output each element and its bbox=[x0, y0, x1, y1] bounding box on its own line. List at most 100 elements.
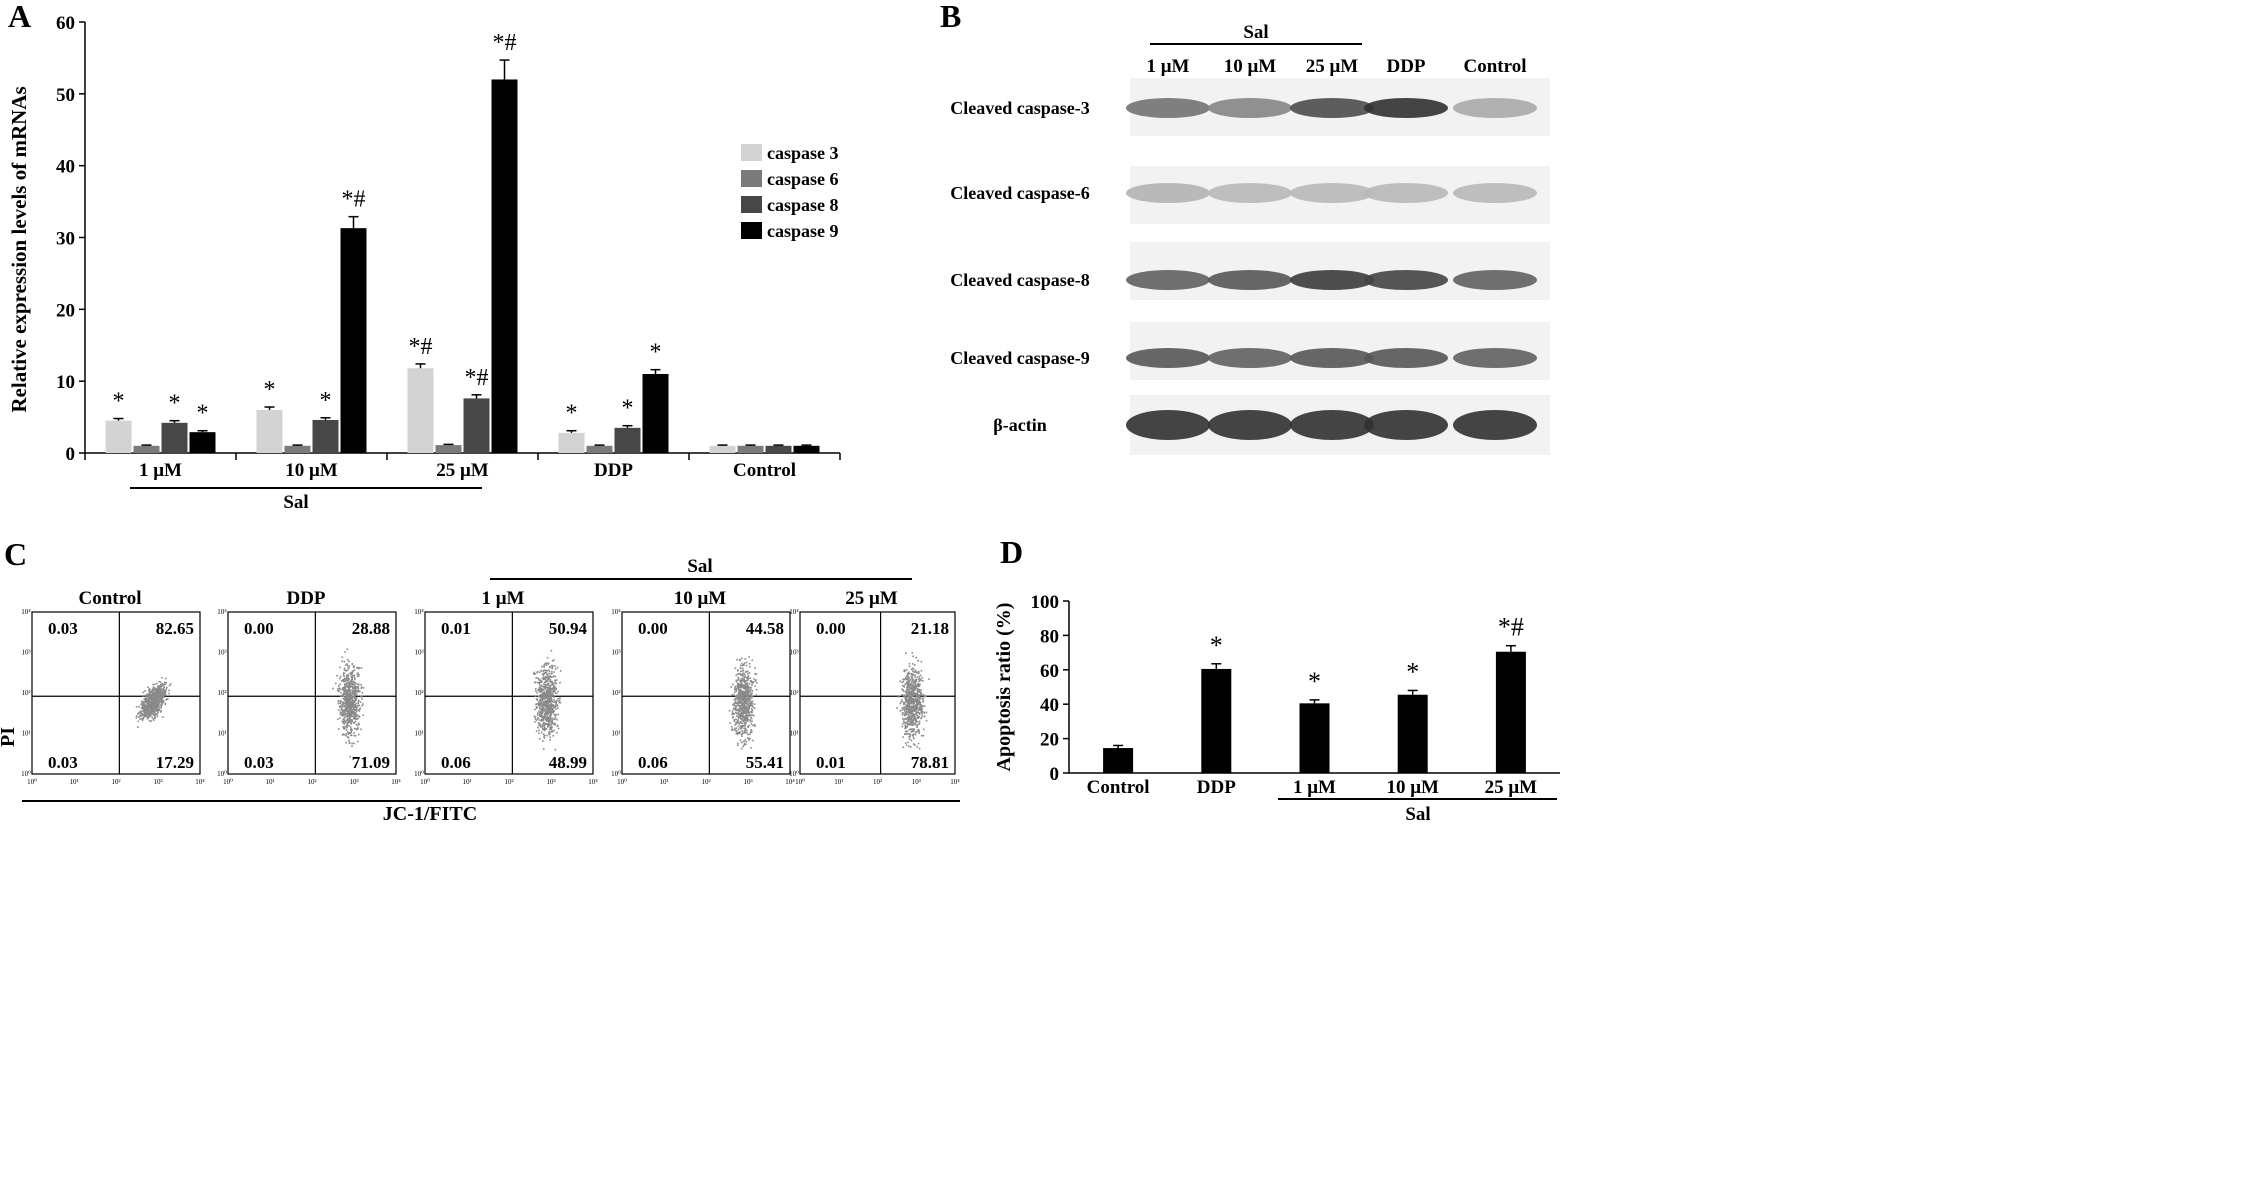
c-y-tick-label: 10³ bbox=[789, 649, 798, 657]
a-significance-mark: * bbox=[113, 389, 125, 415]
a-bar bbox=[340, 228, 367, 453]
c-y-tick-label: 10³ bbox=[414, 649, 423, 657]
c-x-tick-label: 10² bbox=[873, 778, 882, 786]
b-lane-label: Control bbox=[1464, 56, 1527, 77]
a-category-label: DDP bbox=[594, 460, 633, 481]
c-x-tick-label: 10⁴ bbox=[195, 778, 205, 786]
c-plot-title: 10 μM bbox=[674, 588, 727, 609]
a-significance-mark: *# bbox=[409, 334, 433, 360]
b-band bbox=[1364, 270, 1448, 290]
c-plot-title: 25 μM bbox=[845, 588, 898, 609]
c-y-tick-label: 10² bbox=[414, 689, 423, 697]
a-significance-mark: *# bbox=[493, 30, 517, 56]
b-band bbox=[1290, 98, 1374, 118]
b-band-label: Cleaved caspase-3 bbox=[950, 98, 1089, 118]
d-bar bbox=[1495, 651, 1526, 773]
c-y-tick-label: 10¹ bbox=[217, 730, 226, 738]
c-scatter-dots bbox=[896, 652, 930, 750]
a-bar bbox=[312, 419, 339, 453]
c-y-tick-label: 10⁴ bbox=[789, 608, 799, 616]
c-x-tick-label: 10¹ bbox=[265, 778, 274, 786]
c-quadrant-ur: 21.18 bbox=[911, 619, 949, 638]
a-bar bbox=[161, 422, 188, 453]
c-y-tick-label: 10⁴ bbox=[414, 608, 424, 616]
b-lane-label: 25 μM bbox=[1306, 56, 1359, 77]
b-band-label: Cleaved caspase-8 bbox=[950, 270, 1089, 290]
b-band bbox=[1290, 183, 1374, 203]
c-x-tick-label: 10⁰ bbox=[420, 778, 430, 786]
a-y-tick-label: 30 bbox=[56, 229, 75, 250]
a-y-tick-label: 50 bbox=[56, 85, 75, 106]
a-y-tick-label: 0 bbox=[66, 444, 76, 465]
a-bar bbox=[491, 79, 518, 453]
c-quadrant-ur: 44.58 bbox=[746, 619, 784, 638]
c-x-tick-label: 10³ bbox=[546, 778, 555, 786]
western-blot: Sal 1 μM 10 μM 25 μM DDP Control Cleaved caspa… bbox=[950, 22, 1550, 455]
b-band-label: Cleaved caspase-9 bbox=[950, 348, 1089, 368]
c-plot-frame bbox=[31, 611, 201, 775]
c-y-tick-label: 10⁴ bbox=[21, 608, 31, 616]
c-sal-label: Sal bbox=[687, 556, 712, 577]
chart-d: 0 20 40 60 80 100 Apoptosis ratio (%) Control DD… bbox=[993, 592, 1560, 825]
d-significance-mark: * bbox=[1406, 657, 1419, 686]
c-y-tick-label: 10³ bbox=[21, 649, 30, 657]
b-band bbox=[1364, 348, 1448, 368]
c-x-tick-label: 10⁴ bbox=[785, 778, 795, 786]
c-y-tick-label: 10³ bbox=[217, 649, 226, 657]
panel-a-letter: A bbox=[8, 0, 32, 34]
c-quadrant-lr: 17.29 bbox=[156, 753, 194, 772]
a-category-label: 25 μM bbox=[436, 460, 489, 481]
c-scatter-dots bbox=[332, 648, 365, 758]
c-plot-frame bbox=[621, 611, 791, 775]
b-lane-label: DDP bbox=[1386, 56, 1425, 77]
a-legend-label: caspase 8 bbox=[767, 195, 839, 215]
b-band bbox=[1208, 270, 1292, 290]
a-significance-mark: * bbox=[566, 401, 578, 427]
c-quadrant-ur: 28.88 bbox=[352, 619, 390, 638]
panel-b-letter: B bbox=[940, 0, 962, 34]
c-quadrant-ll: 0.01 bbox=[816, 753, 846, 772]
b-band bbox=[1126, 98, 1210, 118]
b-band bbox=[1364, 98, 1448, 118]
c-scatter-dots bbox=[533, 649, 562, 751]
a-y-tick-label: 60 bbox=[56, 13, 75, 34]
c-quadrant-ul: 0.03 bbox=[48, 619, 78, 638]
a-significance-mark: *# bbox=[342, 187, 366, 213]
b-band-label: Cleaved caspase-6 bbox=[950, 183, 1089, 203]
c-x-tick-label: 10² bbox=[307, 778, 316, 786]
d-category-label: Control bbox=[1087, 777, 1150, 798]
c-plot-title: DDP bbox=[286, 588, 325, 609]
a-legend-swatch bbox=[741, 144, 762, 161]
a-bar bbox=[793, 445, 820, 453]
a-significance-mark: * bbox=[264, 377, 276, 403]
c-x-axis-label: JC-1/FITC bbox=[383, 803, 477, 825]
d-bar bbox=[1103, 748, 1134, 773]
c-x-tick-label: 10³ bbox=[912, 778, 921, 786]
b-band bbox=[1208, 348, 1292, 368]
b-band bbox=[1290, 270, 1374, 290]
d-y-tick-label: 60 bbox=[1040, 661, 1059, 682]
d-y-tick-label: 20 bbox=[1040, 730, 1059, 751]
a-bar bbox=[105, 420, 132, 453]
a-y-tick-label: 20 bbox=[56, 300, 75, 321]
a-bar bbox=[709, 445, 736, 453]
c-quadrant-ll: 0.06 bbox=[441, 753, 471, 772]
panel-a: A 0 10 20 30 40 50 60 Relative expression level… bbox=[0, 0, 880, 530]
a-bar bbox=[256, 409, 283, 453]
b-band bbox=[1126, 183, 1210, 203]
c-x-tick-label: 10⁴ bbox=[588, 778, 598, 786]
b-band bbox=[1453, 270, 1537, 290]
a-significance-mark: * bbox=[650, 340, 662, 366]
d-y-tick-label: 40 bbox=[1040, 695, 1059, 716]
c-plot-frame bbox=[799, 611, 956, 775]
c-x-tick-label: 10³ bbox=[153, 778, 162, 786]
a-legend-swatch bbox=[741, 222, 762, 239]
d-category-label: 10 μM bbox=[1386, 777, 1439, 798]
c-y-tick-label: 10⁰ bbox=[21, 770, 31, 778]
d-category-label: 25 μM bbox=[1485, 777, 1538, 798]
panel-d: D 0 20 40 60 80 100 Apoptosis ratio (%) Control… bbox=[980, 530, 1567, 827]
a-category-label: Control bbox=[733, 460, 796, 481]
c-y-tick-label: 10⁰ bbox=[611, 770, 621, 778]
c-y-tick-label: 10⁴ bbox=[611, 608, 621, 616]
